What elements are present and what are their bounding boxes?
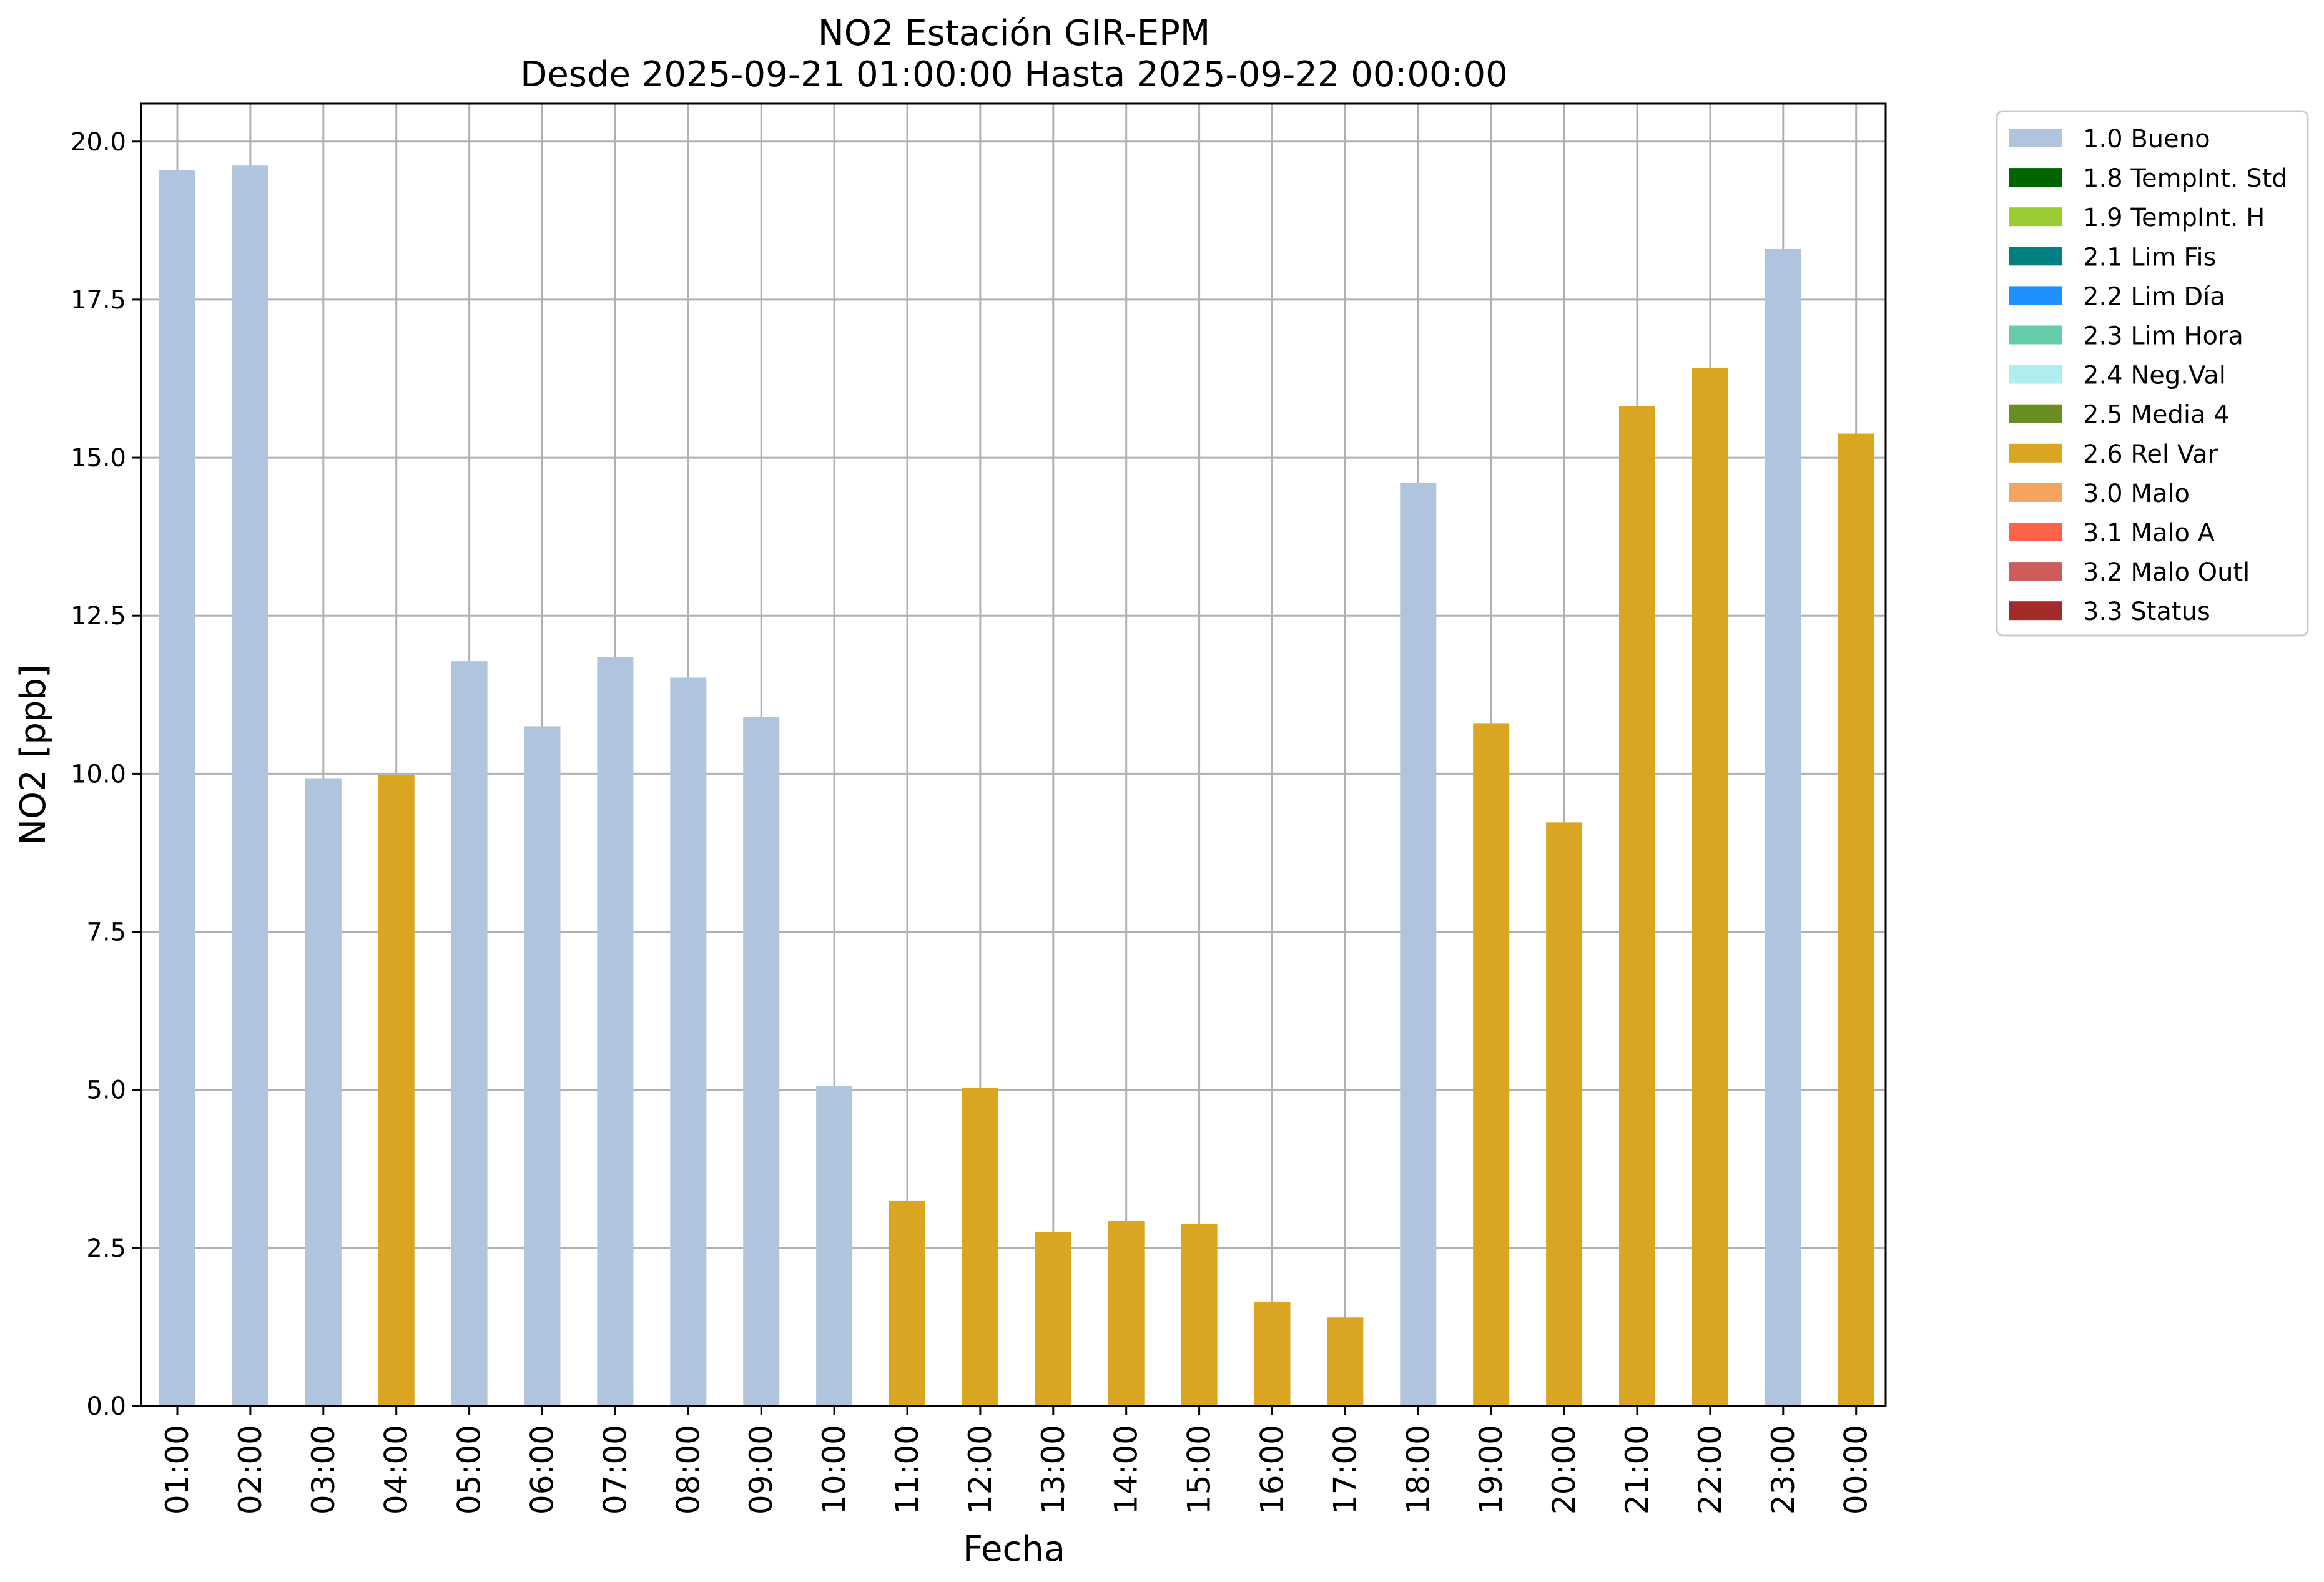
legend-label: 3.0 Malo xyxy=(2083,479,2190,508)
legend-frame xyxy=(1996,110,2309,637)
x-tick-label: 01:00 xyxy=(159,1425,195,1515)
bar-1100 xyxy=(889,1200,925,1406)
x-axis-ticks: 01:00 02:00 03:00 04:00 05:00 06:00 07:00 08:00… xyxy=(159,1406,1874,1515)
bar-2300 xyxy=(1765,248,1801,1406)
legend-swatch xyxy=(2009,365,2062,384)
bar-2000 xyxy=(1546,822,1583,1406)
x-tick-label: 04:00 xyxy=(378,1425,415,1515)
legend-label: 3.2 Malo Outl xyxy=(2083,558,2250,587)
legend-swatch xyxy=(2009,286,2062,305)
x-tick-label: 21:00 xyxy=(1619,1425,1655,1515)
legend-label: 1.0 Bueno xyxy=(2083,125,2210,154)
x-tick-label: 00:00 xyxy=(1838,1425,1874,1515)
y-tick-label: 0.0 xyxy=(86,1392,126,1421)
x-tick-label: 23:00 xyxy=(1765,1425,1801,1515)
x-tick-label: 10:00 xyxy=(816,1425,852,1515)
legend-label: 2.4 Neg.Val xyxy=(2083,361,2226,390)
legend-swatch xyxy=(2009,247,2062,266)
legend-swatch xyxy=(2009,404,2062,423)
bar-0500 xyxy=(451,661,488,1406)
y-tick-label: 2.5 xyxy=(86,1234,126,1263)
x-tick-label: 19:00 xyxy=(1473,1425,1509,1515)
x-tick-label: 15:00 xyxy=(1181,1425,1218,1515)
bar-1700 xyxy=(1327,1317,1364,1406)
x-axis-label: Fecha xyxy=(963,1529,1065,1570)
legend-label: 2.1 Lim Fis xyxy=(2083,243,2216,272)
x-tick-label: 18:00 xyxy=(1400,1425,1436,1515)
y-tick-label: 12.5 xyxy=(71,602,126,631)
bar-0100 xyxy=(159,170,195,1407)
legend-swatch xyxy=(2009,483,2062,502)
legend-label: 1.9 TempInt. H xyxy=(2083,204,2265,232)
bar-1400 xyxy=(1108,1221,1145,1406)
legend-swatch xyxy=(2009,562,2062,581)
x-tick-label: 13:00 xyxy=(1035,1425,1071,1515)
legend-swatch xyxy=(2009,443,2062,463)
bar-0400 xyxy=(378,775,415,1406)
legend-swatch xyxy=(2009,129,2062,147)
bar-0800 xyxy=(670,677,707,1406)
legend-swatch xyxy=(2009,523,2062,541)
bar-0000 xyxy=(1838,433,1874,1406)
x-tick-label: 08:00 xyxy=(670,1425,706,1515)
x-tick-label: 14:00 xyxy=(1108,1425,1145,1515)
plot-frame xyxy=(140,102,1887,1407)
legend: 1.0 Bueno 1.8 TempInt. Std 1.9 TempInt. H 2… xyxy=(1996,110,2309,637)
x-tick-label: 20:00 xyxy=(1546,1425,1582,1515)
bar-1800 xyxy=(1400,483,1437,1407)
bar-1200 xyxy=(962,1088,998,1406)
chart-title-line1: NO2 Estación GIR-EPM xyxy=(818,13,1210,54)
bar-1300 xyxy=(1035,1232,1071,1406)
x-tick-label: 07:00 xyxy=(597,1425,633,1515)
x-tick-label: 02:00 xyxy=(232,1425,268,1515)
bar-0200 xyxy=(232,165,268,1406)
y-tick-label: 10.0 xyxy=(71,760,126,789)
bar-1600 xyxy=(1254,1301,1291,1406)
x-tick-label: 03:00 xyxy=(305,1425,342,1515)
x-tick-label: 11:00 xyxy=(889,1425,925,1515)
legend-label: 2.6 Rel Var xyxy=(2083,440,2218,469)
bars xyxy=(159,165,1874,1407)
legend-label: 1.8 TempInt. Std xyxy=(2083,164,2288,193)
legend-swatch xyxy=(2009,325,2062,345)
chart-title-line2: Desde 2025-09-21 01:00:00 Hasta 2025-09-… xyxy=(520,54,1508,95)
x-tick-label: 05:00 xyxy=(451,1425,488,1515)
bar-0300 xyxy=(305,778,342,1406)
bar-0900 xyxy=(743,717,780,1406)
x-tick-label: 09:00 xyxy=(743,1425,779,1515)
legend-label: 3.1 Malo A xyxy=(2083,519,2215,548)
x-tick-label: 22:00 xyxy=(1692,1425,1728,1515)
y-tick-label: 15.0 xyxy=(71,444,126,473)
x-tick-label: 16:00 xyxy=(1254,1425,1291,1515)
bar-1500 xyxy=(1181,1224,1218,1406)
x-tick-label: 06:00 xyxy=(524,1425,561,1515)
legend-swatch xyxy=(2009,601,2062,621)
legend-label: 2.5 Media 4 xyxy=(2083,401,2230,430)
legend-label: 3.3 Status xyxy=(2083,597,2210,626)
y-tick-label: 17.5 xyxy=(71,286,126,315)
y-axis-ticks: 0.0 2.5 5.0 7.5 10.0 12.5 15.0 17.5 20.0 xyxy=(71,128,141,1421)
y-tick-label: 5.0 xyxy=(86,1076,126,1105)
legend-swatch xyxy=(2009,207,2062,227)
legend-swatch xyxy=(2009,168,2062,187)
legend-label: 2.3 Lim Hora xyxy=(2083,322,2243,351)
bar-0600 xyxy=(524,726,561,1406)
bar-1000 xyxy=(816,1086,853,1406)
bar-2200 xyxy=(1691,368,1728,1406)
x-tick-label: 12:00 xyxy=(962,1425,998,1515)
y-axis-label: NO2 [ppb] xyxy=(13,664,54,845)
bar-0700 xyxy=(597,657,634,1406)
y-tick-label: 20.0 xyxy=(71,128,126,157)
x-tick-label: 17:00 xyxy=(1327,1425,1363,1515)
y-tick-label: 7.5 xyxy=(86,918,126,947)
bar-1900 xyxy=(1473,723,1510,1406)
legend-label: 2.2 Lim Día xyxy=(2083,282,2225,311)
bar-2100 xyxy=(1619,406,1655,1407)
